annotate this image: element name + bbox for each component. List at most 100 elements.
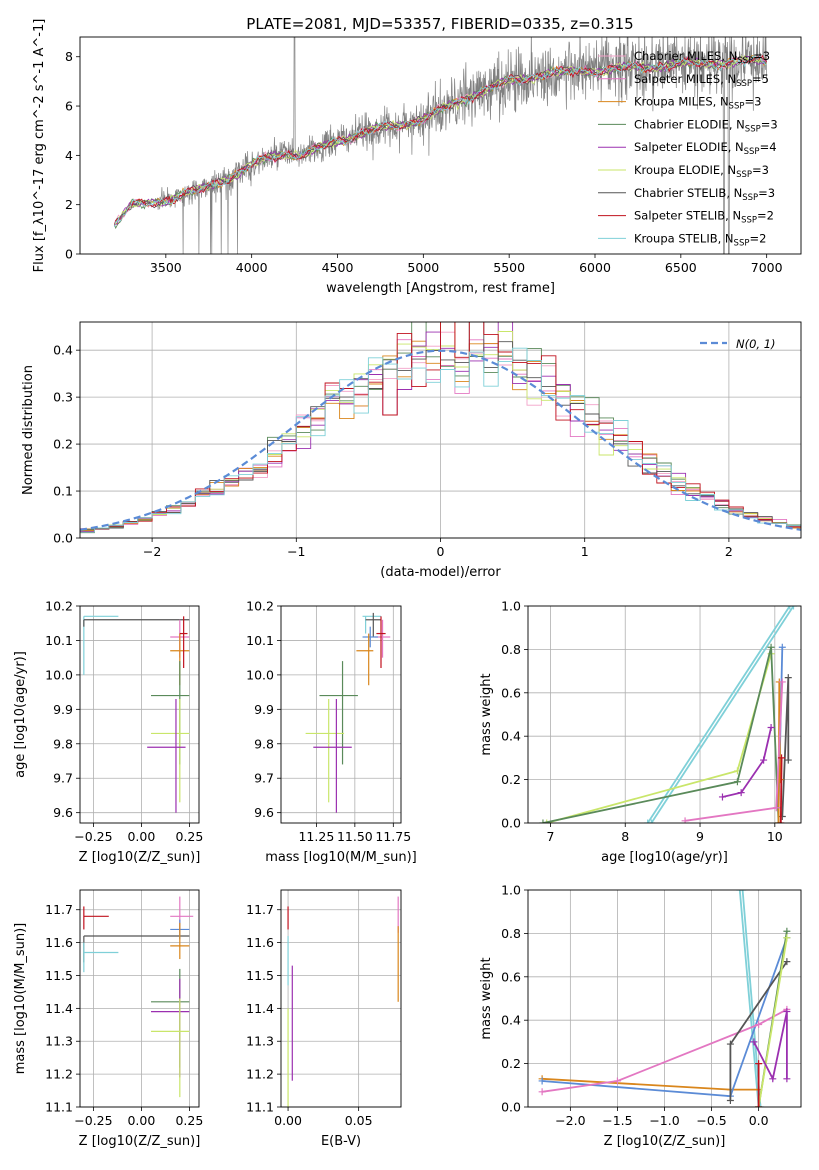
y-tick-label: 11.7 [246, 902, 274, 917]
spectrum-title: PLATE=2081, MJD=53357, FIBERID=0335, z=0… [246, 15, 633, 33]
axes-frame [79, 889, 200, 1108]
y-tick-label: 9.7 [53, 771, 73, 786]
y-tick-label: 10.0 [45, 667, 73, 682]
histogram-salpeter_stelib [80, 322, 801, 533]
y-tick-label: 0.2 [501, 772, 521, 787]
series-marker-salpeter_miles [755, 1021, 763, 1029]
series-marker-chabrier_stelib [784, 674, 792, 682]
series-marker-kroupa_stelib [736, 890, 744, 894]
x-tick-label: −1 [287, 544, 305, 559]
y-tick-label: 11.5 [246, 968, 274, 983]
x-tick-label: 0 [437, 544, 445, 559]
x-tick-label: 0.00 [127, 1113, 155, 1128]
x-tick-label: 0.25 [175, 1113, 203, 1128]
x-tick-label: 1 [581, 544, 589, 559]
series-line-kroupa_stelib [646, 606, 791, 823]
x-tick-label: 0.00 [127, 829, 155, 844]
y-tick-label: 8 [65, 49, 73, 64]
series-line-kroupa_stelib [738, 890, 760, 1107]
legend-entry-salpeter_stelib: Salpeter STELIB, NSSP=2 [634, 209, 774, 226]
series-marker-salpeter_elodie [760, 756, 768, 764]
x-tick-label: 2 [725, 544, 733, 559]
series-marker-chabrier_stelib [726, 1040, 734, 1048]
x-tick-label: 5000 [407, 260, 439, 275]
x-tick-label: −1.5 [602, 1113, 632, 1128]
x-tick-label: 4000 [236, 260, 268, 275]
y-tick-label: 10.2 [246, 599, 274, 614]
series-marker-salpeter_miles [538, 1088, 546, 1096]
y-axis-label: age [log10(age/yr)] [13, 651, 28, 778]
x-tick-label: 4500 [322, 260, 354, 275]
y-tick-label: 2 [65, 197, 73, 212]
series-marker-chabrier_stelib [783, 958, 791, 966]
series-line-kroupa_stelib [650, 606, 795, 823]
series-marker-chabrier_elodie [783, 927, 791, 935]
series-line-salpeter_elodie [722, 727, 772, 798]
y-tick-label: 10.2 [45, 599, 73, 614]
x-axis-label: (data-model)/error [380, 565, 501, 580]
x-tick-label: 0.25 [175, 829, 203, 844]
x-tick-label: −0.5 [696, 1113, 726, 1128]
x-axis-label: E(B-V) [321, 1134, 361, 1149]
y-tick-label: 0.0 [501, 816, 521, 831]
age-vs-Z-panel: −0.25 0.00 0.25 9.6 9.7 9.8 9.9 10.0 10.1 10.2 Z [… [13, 599, 203, 866]
axes-frame [79, 605, 200, 824]
series-marker-salpeter_elodie [767, 724, 775, 732]
y-tick-label: 0.1 [53, 484, 73, 499]
series-marker-kroupa_miles [775, 819, 783, 823]
x-tick-label: 11.25 [298, 829, 334, 844]
y-tick-label: 9.6 [254, 805, 274, 820]
y-tick-label: 11.3 [246, 1034, 274, 1049]
mass-vs-ebv-panel: 0.00 0.05 11.1 11.2 11.3 11.4 11.5 11.6 11.7 E(B-… [246, 889, 402, 1149]
x-tick-label: 8 [621, 829, 629, 844]
spectrum-legend: Chabrier MILES, NSSP=3 Salpeter MILES, NS… [598, 49, 778, 248]
x-tick-label: −2.0 [555, 1113, 585, 1128]
y-tick-label: 1.0 [501, 883, 521, 898]
y-tick-label: 0.2 [501, 1056, 521, 1071]
series-marker-salpeter_elodie [783, 1075, 791, 1083]
legend-entry-salpeter_miles: Salpeter MILES, NSSP=5 [634, 72, 769, 89]
y-axis-label: mass weight [479, 673, 494, 755]
y-tick-label: 0.2 [53, 437, 73, 452]
y-tick-label: 9.6 [53, 805, 73, 820]
series-marker-kroupa_stelib [647, 819, 655, 823]
series-marker-salpeter_elodie [750, 1038, 758, 1046]
series-marker-kroupa_stelib [790, 606, 798, 610]
y-tick-label: 0.0 [501, 1100, 521, 1115]
x-tick-label: −2 [143, 544, 161, 559]
y-axis-label: mass [log10(M/M_sun)] [13, 923, 28, 1075]
x-tick-label: 7 [546, 829, 554, 844]
y-tick-label: 11.2 [246, 1067, 274, 1082]
series-marker-kroupa_stelib [757, 1103, 765, 1107]
series-marker-salpeter_elodie [737, 789, 745, 797]
y-tick-label: 10.1 [45, 633, 73, 648]
legend-entry-kroupa_elodie: Kroupa ELODIE, NSSP=3 [634, 163, 769, 180]
y-tick-label: 11.6 [246, 935, 274, 950]
legend-entry-salpeter_elodie: Salpeter ELODIE, NSSP=4 [634, 140, 777, 157]
axes-frame [280, 605, 402, 824]
x-axis-label: mass [log10(M/M_sun)] [265, 850, 417, 865]
mass-weight-vs-Z-panel: −2.0 −1.5 −1.0 −0.5 0.0 0.0 0.2 0.4 0.6 0.8 1.0 Z [… [479, 883, 802, 1149]
series-marker-blue [538, 1077, 546, 1085]
model-line-kroupa_stelib [113, 55, 767, 228]
y-tick-label: 0.0 [53, 531, 73, 546]
x-tick-label: 9 [696, 829, 704, 844]
y-tick-label: 11.4 [45, 1001, 73, 1016]
y-tick-label: 11.5 [45, 968, 73, 983]
x-tick-label: 7000 [751, 260, 783, 275]
series-marker-salpeter_elodie [718, 793, 726, 801]
x-tick-label: −0.25 [74, 1113, 112, 1128]
series-marker-salpeter_elodie [783, 1008, 791, 1016]
series-marker-salpeter_stelib [778, 754, 786, 762]
series-line-salpeter_elodie [753, 1011, 788, 1082]
series-marker-chabrier_stelib [784, 756, 792, 764]
series-marker-chabrier_stelib [726, 1096, 734, 1104]
series-line-kroupa_stelib [741, 890, 762, 1107]
x-tick-label: 3500 [150, 260, 182, 275]
y-tick-label: 0.4 [53, 343, 73, 358]
series-marker-salpeter_stelib [777, 819, 785, 823]
series-marker-chabrier_elodie [539, 819, 547, 823]
x-tick-label: 11.75 [375, 829, 411, 844]
y-axis-label: mass weight [479, 957, 494, 1039]
